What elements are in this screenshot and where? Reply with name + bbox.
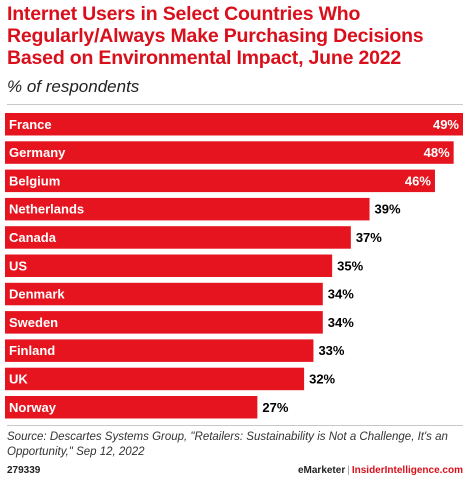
category-label: Finland: [9, 343, 55, 358]
value-label: 34%: [328, 287, 354, 302]
value-label: 39%: [375, 202, 401, 217]
bar-canada: [5, 226, 351, 249]
category-label: Netherlands: [9, 202, 84, 217]
value-label: 48%: [424, 145, 450, 160]
value-label: 46%: [405, 173, 431, 188]
top-divider: [7, 104, 463, 105]
category-label: Denmark: [9, 287, 65, 302]
category-label: Belgium: [9, 173, 60, 188]
bar-finland: [5, 339, 314, 362]
category-label: UK: [9, 371, 28, 386]
brand-footer: eMarketer | InsiderIntelligence.com: [298, 465, 463, 476]
category-label: Canada: [9, 230, 57, 245]
bar-netherlands: [5, 197, 370, 221]
category-label: Norway: [9, 400, 57, 415]
brand-separator: |: [347, 465, 350, 476]
value-label: 35%: [337, 258, 363, 273]
brand-emarketer: eMarketer: [297, 465, 346, 476]
value-label: 34%: [328, 315, 354, 330]
value-label: 27%: [262, 400, 288, 415]
chart-title: Internet Users in Select Countries Who R…: [7, 3, 424, 69]
category-label: Germany: [9, 145, 66, 160]
bottom-divider: [7, 425, 463, 426]
brand-insider-intelligence: InsiderIntelligence.com: [351, 465, 463, 476]
bar-us: [5, 254, 333, 277]
category-label: Sweden: [9, 315, 58, 330]
value-label: 37%: [356, 230, 382, 245]
bar-belgium: [5, 169, 435, 193]
bar-sweden: [5, 311, 323, 334]
value-label: 32%: [309, 371, 335, 386]
source-note: Source: Descartes Systems Group, "Retail…: [7, 431, 448, 458]
bar-germany: [5, 141, 454, 164]
category-label: US: [9, 258, 27, 273]
bar-norway: [5, 396, 258, 419]
bar-chart: France 49% Germany 48% Belgium 46% Netherlands…: [5, 113, 463, 419]
bar-uk: [5, 367, 305, 391]
value-label: 33%: [318, 343, 344, 358]
value-label: 49%: [433, 117, 459, 132]
chart-subtitle: % of respondents: [7, 77, 140, 96]
bar-france: [5, 113, 463, 136]
category-label: France: [9, 117, 52, 132]
bar-denmark: [5, 282, 323, 306]
chart-id: 279339: [7, 465, 41, 476]
